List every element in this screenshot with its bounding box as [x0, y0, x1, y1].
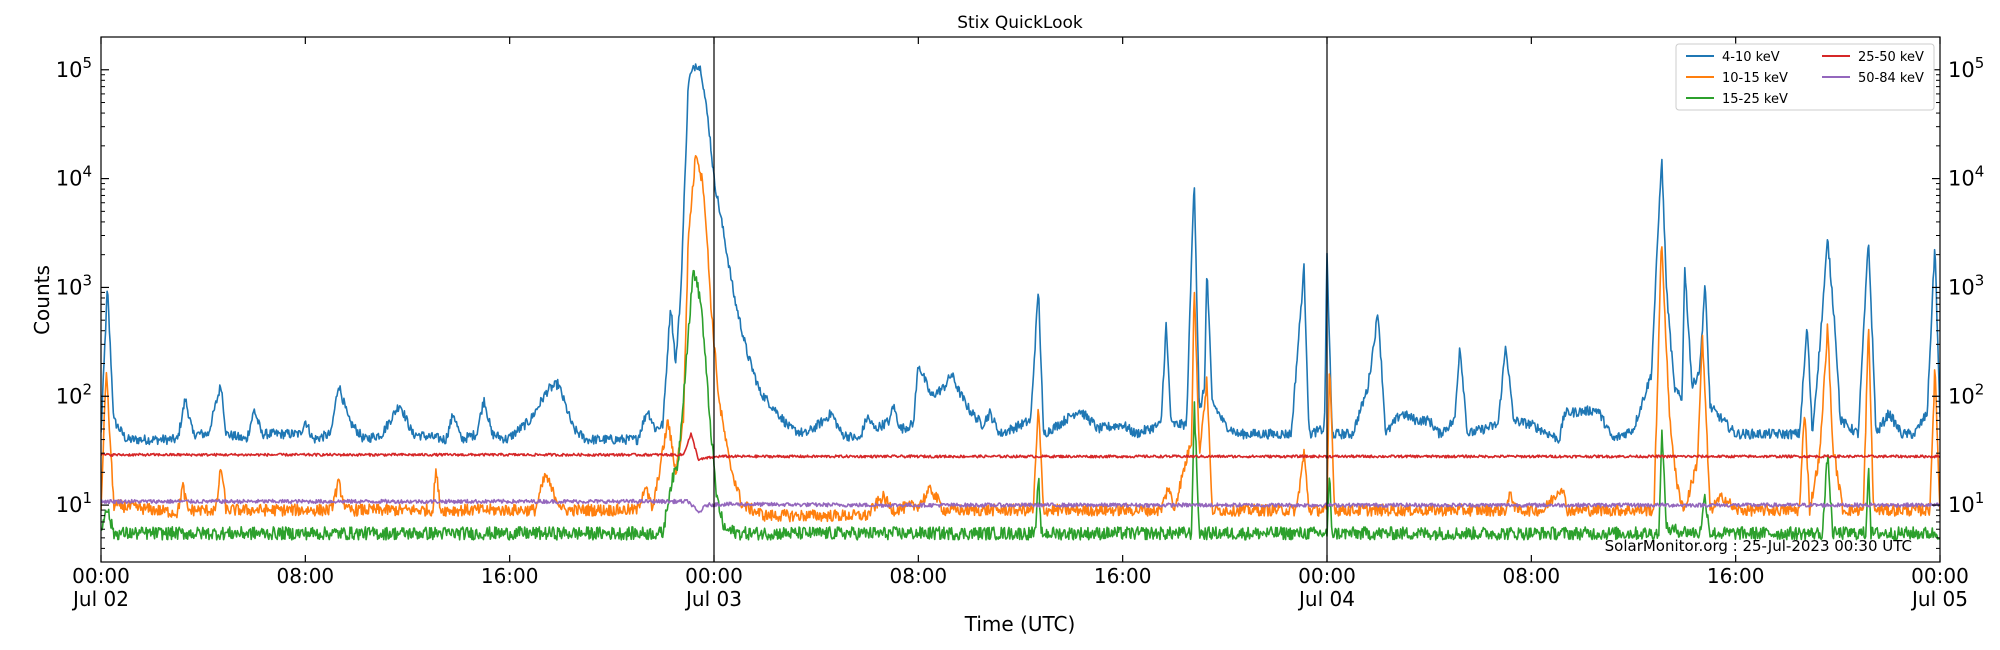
series-layer	[101, 63, 1940, 541]
x-tick-label: 00:00	[72, 564, 130, 588]
y-tick-label-left: 102	[56, 380, 92, 408]
y-tick-label-left: 103	[56, 271, 92, 299]
x-axis-label: Time (UTC)	[964, 612, 1076, 636]
y-tick-label-left: 105	[56, 54, 92, 82]
x-tick-date-label: Jul 04	[1297, 587, 1355, 611]
x-tick-label: 08:00	[1503, 564, 1561, 588]
x-tick-label: 00:00	[1911, 564, 1969, 588]
x-tick-label: 16:00	[1094, 564, 1152, 588]
y-axis-label: Counts	[30, 265, 54, 335]
y-tick-label-left: 101	[56, 489, 92, 517]
y-tick-label-right: 104	[1948, 163, 1984, 191]
x-tick-label: 08:00	[890, 564, 948, 588]
x-tick-date-label: Jul 02	[71, 587, 129, 611]
legend-label: 50-84 keV	[1858, 71, 1924, 86]
series-line-25-50-kev	[101, 432, 1940, 462]
series-line-15-25-kev	[101, 269, 1940, 541]
day-boundaries	[713, 37, 1328, 562]
y-tick-label-right: 105	[1948, 54, 1984, 82]
legend-frame	[1675, 43, 1935, 111]
legend: 4-10 keV 10-15 keV 15-25 keV 25-50 keV 50-84…	[1675, 43, 1935, 111]
series-line-10-15-kev	[101, 155, 1940, 523]
chart-title: Stix QuickLook	[957, 13, 1083, 33]
series-line-50-84-kev	[101, 498, 1940, 514]
x-tick-label: 08:00	[277, 564, 335, 588]
legend-label: 10-15 keV	[1722, 71, 1788, 86]
x-tick-date-label: Jul 03	[684, 587, 742, 611]
legend-label: 25-50 keV	[1858, 50, 1924, 65]
x-tick-label: 00:00	[685, 564, 743, 588]
y-tick-label-right: 103	[1948, 271, 1984, 299]
y-tick-label-right: 102	[1948, 380, 1984, 408]
y-tick-label-right: 101	[1948, 489, 1984, 517]
x-tick-label: 16:00	[1707, 564, 1765, 588]
x-tick-label: 00:00	[1298, 564, 1356, 588]
plot-frame	[100, 36, 1941, 563]
x-tick-label: 16:00	[481, 564, 539, 588]
legend-label: 4-10 keV	[1722, 50, 1780, 65]
series-line-4-10-kev	[101, 63, 1940, 446]
x-tick-date-label: Jul 05	[1910, 587, 1968, 611]
y-tick-label-left: 104	[56, 163, 92, 191]
timestamp-annotation: SolarMonitor.org : 25-Jul-2023 00:30 UTC	[1605, 537, 1912, 555]
legend-label: 15-25 keV	[1722, 92, 1788, 107]
